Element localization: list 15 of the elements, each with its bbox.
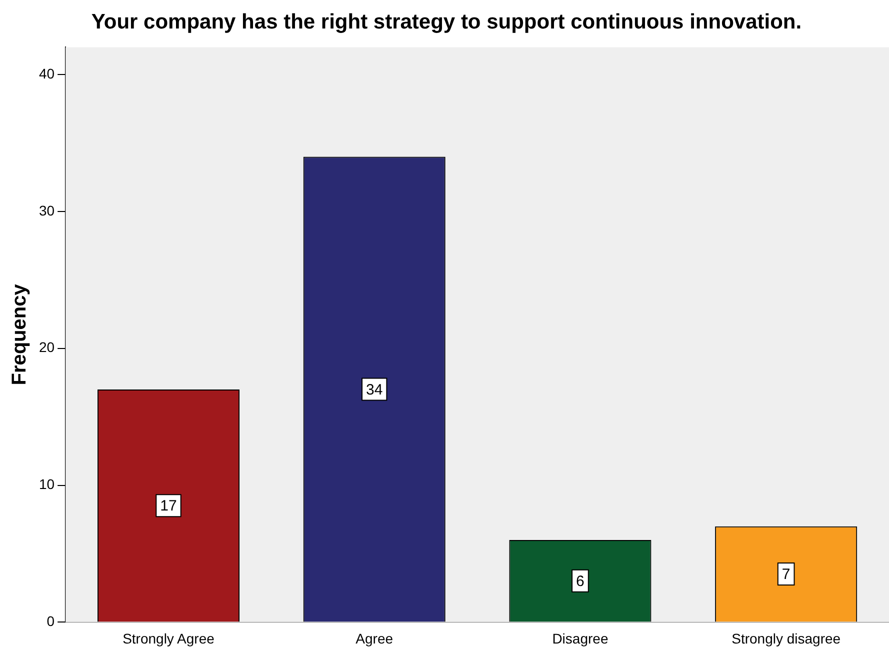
data-label: 7 xyxy=(782,566,790,584)
data-label: 17 xyxy=(160,498,177,515)
x-tick-label: Agree xyxy=(356,630,394,646)
x-tick-label: Strongly Agree xyxy=(122,630,215,646)
data-label: 34 xyxy=(366,381,383,398)
y-tick-label: 0 xyxy=(46,613,55,630)
data-label: 6 xyxy=(576,573,584,590)
y-tick-label: 40 xyxy=(38,65,55,82)
x-tick-label: Disagree xyxy=(552,630,608,646)
chart-title: Your company has the right strategy to support continuous innovation. xyxy=(91,10,802,34)
x-tick-label: Strongly disagree xyxy=(732,630,841,646)
y-tick-label: 20 xyxy=(38,339,55,356)
y-axis-title: Frequency xyxy=(8,283,31,386)
y-tick-label: 10 xyxy=(38,476,55,492)
y-tick-label: 30 xyxy=(38,202,55,218)
